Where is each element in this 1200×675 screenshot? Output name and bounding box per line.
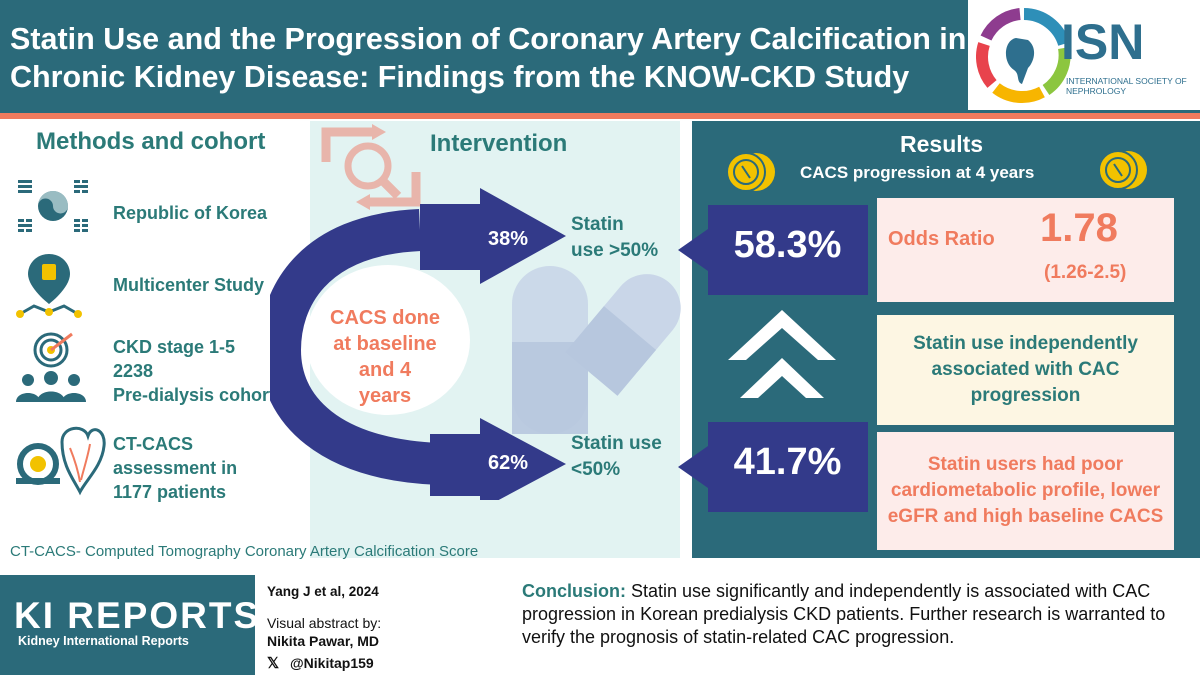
intervention-title: Intervention [430, 130, 568, 157]
cacs-line3: and 4 years [358, 359, 412, 407]
coins-right-icon [1098, 150, 1147, 190]
top-arrow-percent: 38% [488, 228, 529, 250]
x-logo-icon: 𝕏 [267, 655, 280, 672]
method-country: Republic of Korea [113, 203, 268, 223]
pct-low-arrow [678, 422, 868, 512]
results-title: Results [900, 131, 984, 157]
conclusion-label: Conclusion: [522, 581, 626, 601]
odds-ratio-card [877, 198, 1174, 302]
cacs-line1: CACS done [330, 307, 440, 329]
journal-banner [0, 575, 255, 675]
statin-high-line2: use >50% [571, 240, 659, 261]
citation: Yang J et al, 2024 [267, 584, 379, 599]
isn-logo-ring-icon [976, 8, 1071, 104]
methods-title: Methods and cohort [36, 128, 266, 155]
pct-low-value: 41.7% [733, 441, 842, 483]
odds-ratio-ci: (1.26-2.5) [1044, 262, 1127, 283]
method-cohort-count: 2238 [113, 361, 154, 381]
page-title: Statin Use and the Progression of Corona… [10, 22, 967, 94]
cacs-center-text: CACS done at baseline and 4 years [330, 305, 440, 409]
method-ct-line3: 1177 patients [113, 482, 227, 502]
isn-wordmark: ISN [1061, 14, 1145, 70]
journal-subtitle: Kidney International Reports [18, 634, 189, 648]
double-chevron-up-icon [728, 310, 836, 398]
pct-high-arrow [678, 205, 868, 295]
visual-abstract-label: Visual abstract by: [267, 615, 382, 631]
korea-flag-icon [18, 180, 88, 232]
search-cycle-icon [321, 124, 421, 210]
map-pin-network-icon [16, 254, 82, 318]
method-ct-assessment: CT-CACS assessment in 1177 patients [113, 432, 237, 504]
finding-independent-card: Statin use independently associated with… [877, 315, 1174, 425]
method-ct-line1: CT-CACS [113, 434, 193, 454]
method-ct-line2: assessment in [113, 458, 238, 478]
method-cohort-type: Pre-dialysis cohort [113, 385, 276, 405]
author-handle[interactable]: @Nikitap159 [290, 655, 374, 671]
bottom-arrow-percent: 62% [488, 452, 529, 474]
isn-logo: ISN INTERNATIONAL SOCIETY OF NEPHROLOGY [968, 0, 1200, 110]
statin-low-line1: Statin use [571, 433, 662, 454]
statin-low-line2: <50% [571, 459, 621, 480]
author-name: Nikita Pawar, MD [267, 633, 380, 649]
coins-left-icon [726, 152, 775, 192]
method-study-type: Multicenter Study [113, 275, 265, 295]
journal-title: KI REPORTS [14, 595, 261, 636]
abbreviation-footnote: CT-CACS- Computed Tomography Coronary Ar… [10, 543, 479, 560]
header-accent-stripe [0, 113, 1200, 119]
odds-ratio-label: Odds Ratio [888, 228, 995, 250]
statin-high-label: Statin use >50% [571, 212, 658, 264]
conclusion-text: Statin use significantly and independent… [522, 581, 1166, 647]
cacs-line2: at baseline [333, 333, 437, 355]
conclusion: Conclusion: Statin use significantly and… [522, 580, 1192, 649]
statin-low-label: Statin use <50% [571, 431, 662, 483]
results-subtitle: CACS progression at 4 years [800, 163, 1035, 182]
pct-high-value: 58.3% [733, 224, 842, 266]
statin-high-line1: Statin [571, 214, 624, 235]
method-cohort: CKD stage 1-5 2238 Pre-dialysis cohort [113, 335, 275, 407]
target-people-icon [16, 332, 86, 402]
odds-ratio-value: 1.78 [1040, 206, 1118, 250]
cycle-arrow-graphic [270, 188, 566, 500]
isn-subtitle: INTERNATIONAL SOCIETY OF NEPHROLOGY [1066, 76, 1187, 96]
finding-profile-card: Statin users had poor cardiometabolic pr… [877, 432, 1174, 550]
pill-capsule-icon [512, 266, 681, 434]
method-cohort-stage: CKD stage 1-5 [113, 337, 236, 357]
ct-scanner-heart-icon [16, 426, 106, 496]
